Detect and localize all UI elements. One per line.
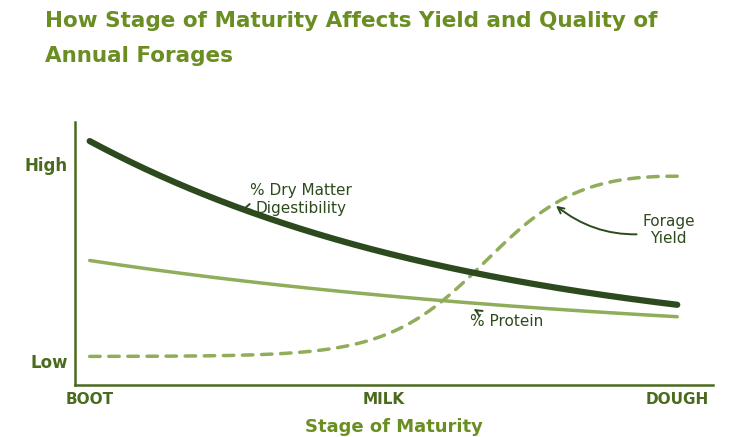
Text: Forage
Yield: Forage Yield <box>558 207 694 246</box>
Text: % Protein: % Protein <box>470 310 544 329</box>
Text: Annual Forages: Annual Forages <box>45 46 233 66</box>
X-axis label: Stage of Maturity: Stage of Maturity <box>304 418 483 436</box>
Text: How Stage of Maturity Affects Yield and Quality of: How Stage of Maturity Affects Yield and … <box>45 11 658 31</box>
Text: % Dry Matter
Digestibility: % Dry Matter Digestibility <box>244 183 352 215</box>
